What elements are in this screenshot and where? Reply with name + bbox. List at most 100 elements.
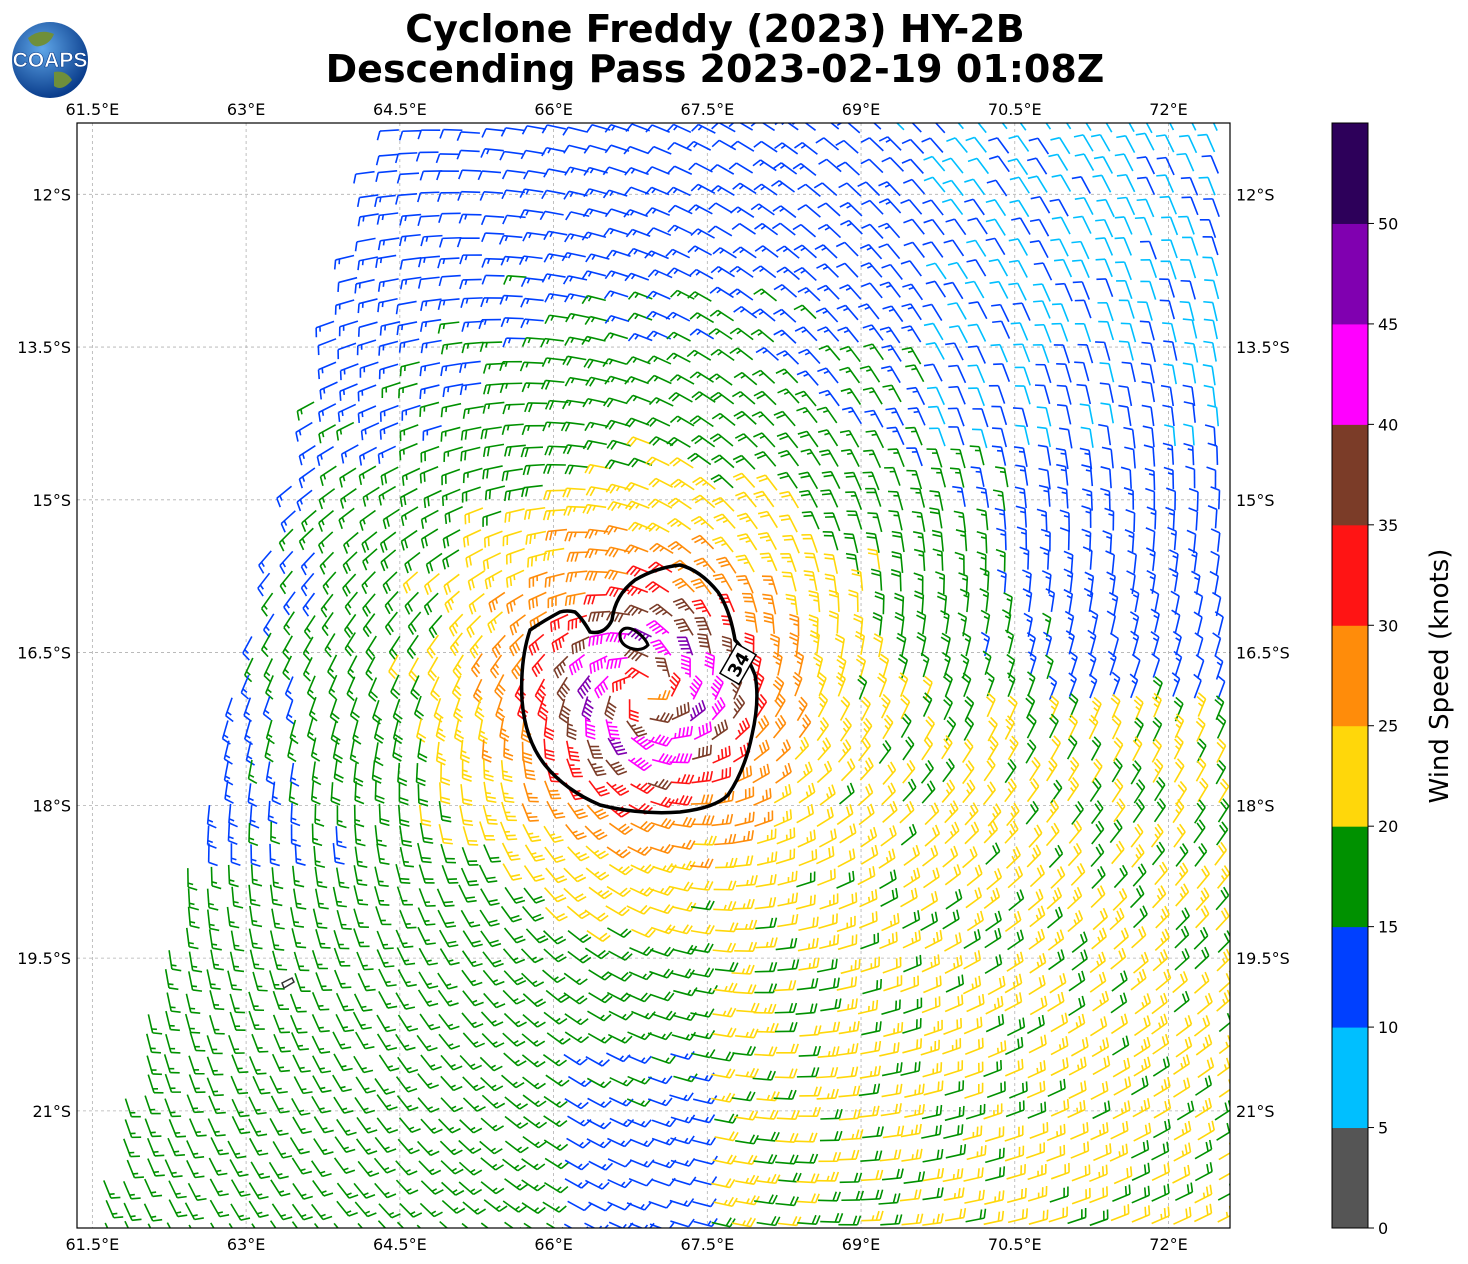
wind-barb	[459, 254, 482, 265]
wind-barb	[910, 487, 926, 508]
wind-barb	[1116, 280, 1133, 300]
wind-barb	[691, 770, 714, 784]
wind-barb	[438, 1033, 461, 1050]
wind-barb	[399, 213, 422, 226]
wind-barb	[407, 611, 422, 636]
wind-barb	[439, 782, 451, 805]
wind-barb	[1111, 757, 1123, 783]
wind-barb	[687, 291, 712, 302]
wind-barb	[566, 551, 589, 563]
wind-barb	[310, 737, 321, 762]
wind-barb	[945, 1144, 967, 1159]
wind-barb	[987, 803, 1002, 827]
wind-barb	[462, 529, 482, 548]
wind-barb	[311, 1014, 330, 1033]
wind-barb	[1121, 361, 1136, 383]
wind-barb	[1081, 505, 1092, 528]
wind-barb	[231, 886, 244, 909]
wind-barb	[647, 689, 671, 701]
wind-barb	[1125, 508, 1136, 533]
wind-barb	[480, 888, 500, 906]
wind-barb	[465, 548, 484, 568]
wind-barb	[1173, 990, 1190, 1013]
wind-barb	[753, 1154, 778, 1165]
wind-barb	[867, 512, 883, 533]
wind-barb	[1151, 692, 1162, 718]
wind-barb	[1006, 1164, 1026, 1180]
wind-barb	[1197, 133, 1216, 153]
wind-barb	[520, 297, 544, 308]
wind-barb	[410, 675, 421, 700]
wind-barb	[462, 405, 484, 419]
wind-barb	[604, 695, 617, 721]
wind-barb	[398, 1117, 421, 1134]
wind-barb	[480, 1076, 504, 1092]
wind-barb	[861, 223, 884, 239]
wind-barb	[985, 692, 996, 718]
wind-barb	[384, 591, 399, 615]
wind-barb	[1071, 1164, 1091, 1182]
wind-barb	[417, 276, 440, 289]
wind-barb	[306, 717, 316, 743]
wind-barb	[835, 139, 859, 154]
wind-barb	[501, 169, 526, 180]
wind-barb	[648, 1200, 674, 1209]
wind-barb	[1214, 841, 1227, 866]
wind-barb	[756, 851, 778, 866]
lon-tick-label-bottom: 61.5°E	[66, 1235, 120, 1254]
wind-barb	[884, 466, 901, 486]
wind-barb	[319, 465, 337, 487]
wind-barb	[1112, 737, 1124, 762]
wind-barb	[340, 444, 359, 464]
wind-barb	[649, 991, 675, 1002]
wind-barb	[1173, 1054, 1191, 1075]
lon-tick-label-top: 61.5°E	[66, 100, 120, 119]
wind-barb	[461, 969, 483, 987]
wind-barb	[1042, 612, 1052, 637]
wind-barb	[645, 207, 671, 216]
wind-barb	[398, 129, 422, 141]
wind-barb	[1120, 466, 1132, 489]
wind-barb	[1111, 778, 1124, 803]
wind-barb	[520, 446, 544, 458]
wind-barb	[1026, 1142, 1046, 1159]
wind-barb	[776, 432, 799, 449]
wind-barb	[520, 948, 544, 964]
wind-barb	[902, 910, 921, 930]
wind-barb	[836, 161, 860, 176]
wind-barb	[502, 948, 526, 964]
wind-barb	[839, 201, 863, 217]
wind-barb	[1034, 384, 1051, 405]
wind-barb	[793, 244, 817, 259]
wind-barb	[710, 474, 734, 489]
wind-barb	[669, 457, 694, 469]
wind-barb	[208, 1157, 228, 1176]
wind-barb	[630, 735, 655, 751]
wind-barb	[374, 866, 389, 887]
wind-barb	[860, 282, 883, 299]
wind-barb	[948, 364, 967, 384]
wind-barb	[438, 800, 452, 823]
wind-barb	[964, 802, 979, 826]
wind-barb	[333, 1053, 353, 1072]
wind-barb	[1029, 864, 1046, 888]
wind-barb	[670, 773, 695, 785]
wind-barb	[1093, 1143, 1112, 1162]
wind-barb	[835, 262, 859, 278]
wind-barb	[624, 167, 649, 176]
wind-barb	[819, 784, 836, 806]
wind-barb	[944, 800, 959, 824]
wind-barb	[249, 805, 260, 829]
wind-barb	[357, 256, 378, 271]
wind-barb	[1218, 970, 1230, 993]
wind-barb	[1068, 650, 1078, 676]
lon-tick-label-bottom: 66°E	[534, 1235, 572, 1254]
wind-barb	[1055, 447, 1069, 470]
wind-barb	[313, 1138, 334, 1156]
wind-barb	[1028, 928, 1046, 950]
wind-barb	[419, 822, 434, 844]
wind-barb	[733, 305, 758, 319]
wind-barb	[1026, 671, 1036, 696]
wind-barb	[651, 1136, 677, 1146]
wind-barb	[648, 734, 673, 747]
